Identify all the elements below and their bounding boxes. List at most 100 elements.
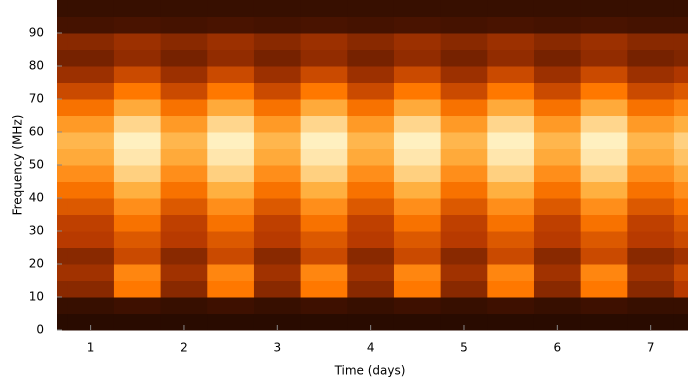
heatmap-cell xyxy=(673,148,688,166)
heatmap-cell xyxy=(160,181,208,199)
heatmap-cell xyxy=(393,132,442,149)
heatmap-cell xyxy=(487,297,535,314)
heatmap-cell xyxy=(253,49,302,67)
heatmap-cell xyxy=(300,313,348,331)
heatmap-cell xyxy=(160,33,208,50)
heatmap-cell xyxy=(67,198,115,215)
heatmap-cell xyxy=(673,82,688,100)
heatmap-cell xyxy=(393,231,442,248)
heatmap-cell xyxy=(347,165,395,182)
heatmap-cell xyxy=(673,115,688,133)
heatmap-cell xyxy=(440,198,488,215)
heatmap-cell xyxy=(207,132,255,149)
heatmap-cell xyxy=(580,231,628,248)
heatmap-cell xyxy=(67,115,115,133)
heatmap-cell xyxy=(627,66,675,83)
heatmap-cell xyxy=(533,297,582,314)
heatmap-cell xyxy=(347,148,395,166)
heatmap-cell xyxy=(253,16,302,34)
heatmap-cell xyxy=(627,198,675,215)
heatmap-cell xyxy=(487,214,535,232)
heatmap-cell xyxy=(207,280,255,298)
heatmap-cell xyxy=(253,148,302,166)
heatmap-cell xyxy=(57,99,68,116)
heatmap-cell xyxy=(533,198,582,215)
heatmap-cell xyxy=(440,231,488,248)
heatmap-cell xyxy=(207,33,255,50)
heatmap-cell xyxy=(487,181,535,199)
heatmap-cell xyxy=(160,82,208,100)
heatmap-cell xyxy=(533,16,582,34)
heatmap-cell xyxy=(253,0,302,17)
heatmap-cell xyxy=(57,16,68,34)
heatmap-cell xyxy=(347,264,395,281)
heatmap-cell xyxy=(113,297,162,314)
heatmap-cell xyxy=(347,247,395,265)
heatmap-cell xyxy=(393,264,442,281)
heatmap-cell xyxy=(440,66,488,83)
heatmap-cell xyxy=(160,297,208,314)
heatmap-cell xyxy=(57,66,68,83)
y-tick-label: 70 xyxy=(29,92,44,106)
heatmap-cell xyxy=(160,49,208,67)
heatmap-cell xyxy=(67,247,115,265)
heatmap-cell xyxy=(160,247,208,265)
heatmap-cell xyxy=(440,115,488,133)
heatmap-cell xyxy=(393,115,442,133)
heatmap-cell xyxy=(253,33,302,50)
heatmap-cell xyxy=(57,198,68,215)
y-tick-label: 90 xyxy=(29,26,44,40)
heatmap-cell xyxy=(207,247,255,265)
heatmap-cell xyxy=(533,165,582,182)
heatmap-cell xyxy=(67,280,115,298)
heatmap-cell xyxy=(57,82,68,100)
heatmap-cell xyxy=(113,198,162,215)
heatmap-cell xyxy=(533,115,582,133)
heatmap-cell xyxy=(160,66,208,83)
heatmap-cell xyxy=(67,16,115,34)
heatmap-cell xyxy=(253,82,302,100)
heatmap-cell xyxy=(67,82,115,100)
heatmap-cell xyxy=(393,16,442,34)
heatmap-cell xyxy=(253,198,302,215)
heatmap-cell xyxy=(207,16,255,34)
heatmap-cell xyxy=(580,0,628,17)
heatmap-cell xyxy=(347,49,395,67)
heatmap-cell xyxy=(300,231,348,248)
heatmap-cell xyxy=(393,33,442,50)
heatmap-cell xyxy=(533,66,582,83)
heatmap-cell xyxy=(580,280,628,298)
heatmap-cell xyxy=(533,247,582,265)
heatmap-cell xyxy=(533,231,582,248)
heatmap-cell xyxy=(673,214,688,232)
y-tick-label: 20 xyxy=(29,257,44,271)
heatmap-cell xyxy=(347,0,395,17)
heatmap-cell xyxy=(440,297,488,314)
heatmap-cell xyxy=(580,198,628,215)
x-tick-label: 3 xyxy=(273,341,281,355)
y-tick-label: 30 xyxy=(29,224,44,238)
heatmap-cell xyxy=(580,49,628,67)
heatmap-cell xyxy=(207,231,255,248)
heatmap-cell xyxy=(347,214,395,232)
heatmap-cell xyxy=(57,148,68,166)
heatmap-cell xyxy=(487,148,535,166)
heatmap-cell xyxy=(113,99,162,116)
heatmap-cell xyxy=(57,33,68,50)
heatmap-cell xyxy=(673,313,688,331)
heatmap-cell xyxy=(440,82,488,100)
heatmap-cell xyxy=(627,247,675,265)
heatmap-cell xyxy=(300,198,348,215)
heatmap-cell xyxy=(580,33,628,50)
heatmap-cell xyxy=(393,99,442,116)
heatmap-cell xyxy=(67,181,115,199)
heatmap-cell xyxy=(300,115,348,133)
heatmap-cell xyxy=(393,66,442,83)
heatmap-cell xyxy=(67,132,115,149)
heatmap-cell xyxy=(347,231,395,248)
heatmap-cell xyxy=(67,313,115,331)
x-tick-label: 4 xyxy=(367,341,375,355)
heatmap-cell xyxy=(533,313,582,331)
heatmap-cell xyxy=(627,181,675,199)
heatmap-cell xyxy=(440,313,488,331)
